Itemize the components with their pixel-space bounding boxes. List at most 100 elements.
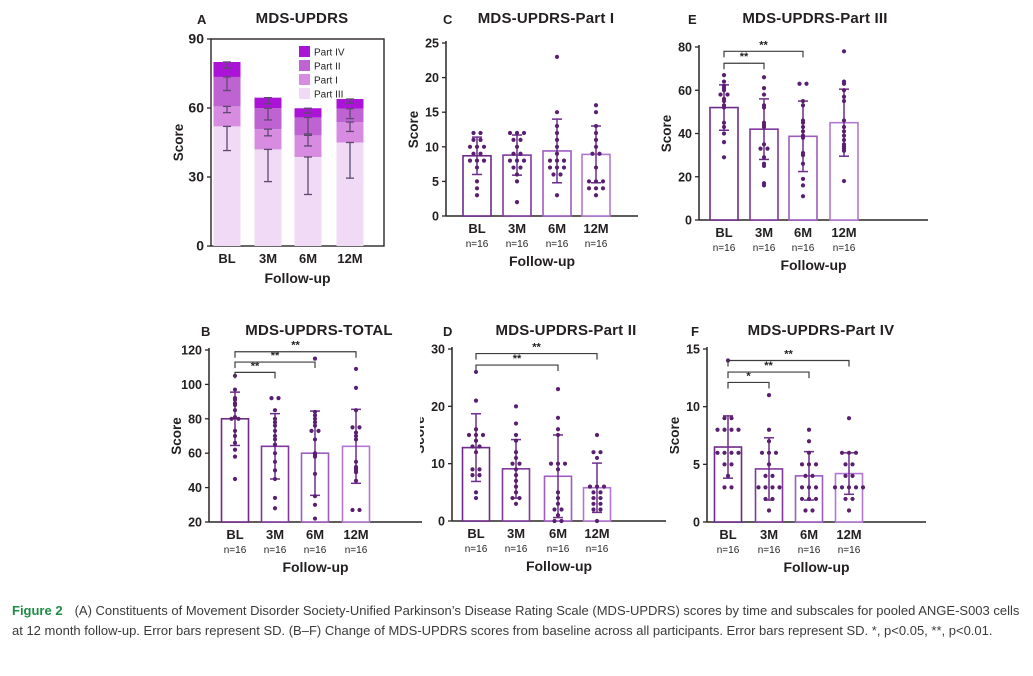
y-tick-label: 30 [431, 343, 445, 357]
scatter-point [598, 495, 603, 501]
scatter-point [474, 193, 480, 198]
scatter-point [555, 467, 561, 472]
scatter-point [513, 490, 519, 495]
significance-label: ** [784, 349, 793, 361]
n-label: n=16 [547, 544, 570, 555]
significance-label: ** [740, 51, 749, 63]
panel-d-letter: D [443, 324, 453, 339]
significance-label: ** [532, 342, 541, 354]
y-tick-label: 120 [181, 344, 202, 358]
scatter-point [473, 398, 479, 403]
scatter-point [353, 385, 359, 390]
scatter-point [521, 158, 527, 163]
scatter-point [846, 508, 852, 513]
scatter-point [548, 461, 554, 466]
scatter-point [761, 155, 767, 160]
significance-label: ** [271, 350, 280, 362]
scatter-point [721, 155, 727, 160]
y-tick-label: 90 [188, 31, 204, 47]
scatter-point [473, 490, 479, 495]
scatter-point [813, 496, 819, 502]
n-label: n=16 [586, 544, 609, 555]
scatter-point [555, 415, 561, 420]
scatter-point [761, 75, 767, 80]
x-category-label: BL [715, 225, 732, 240]
scatter-point [471, 130, 476, 136]
scatter-point [554, 151, 560, 156]
scatter-point [715, 427, 720, 432]
scatter-point [841, 148, 847, 153]
scatter-point [478, 137, 483, 142]
scatter-point [232, 414, 238, 420]
scatter-point [555, 490, 561, 495]
scatter-point [800, 135, 806, 140]
significance-bracket [234, 361, 316, 369]
scatter-point [721, 124, 727, 130]
scatter-point [272, 495, 278, 501]
figure-caption: Figure 2 (A) Constituents of Movement Dis… [12, 601, 1024, 640]
n-label: n=16 [465, 544, 488, 555]
scatter-point [312, 356, 318, 361]
scatter-point [761, 92, 767, 97]
scatter-point [850, 473, 855, 478]
n-label: n=16 [345, 545, 368, 556]
scatter-point [312, 494, 318, 499]
x-axis-title: Follow-up [264, 270, 330, 286]
scatter-point [722, 427, 727, 432]
legend-label: Part I [314, 76, 338, 87]
x-category-label: 6M [548, 221, 566, 236]
x-axis-title: Follow-up [780, 257, 846, 273]
significance-bracket [234, 371, 276, 379]
scatter-point [593, 186, 599, 191]
scatter-point [777, 485, 782, 490]
scatter-point [721, 88, 727, 93]
scatter-point [766, 462, 772, 467]
scatter-point [718, 92, 723, 97]
scatter-point [799, 485, 805, 490]
scatter-point [272, 468, 278, 473]
panel-e-plot: 0 20 40 60 80 BL 3M 6M 12M n=16 n=16 n=16 n=16 Follow… [659, 39, 928, 273]
scatter-point [232, 440, 238, 445]
panel-c: C MDS-UPDRS-Part I 0 5 10 15 20 25 BL 3M 6M 12M n=… [405, 4, 647, 310]
scatter-point [272, 506, 278, 511]
panel-f-letter: F [691, 324, 699, 339]
scatter-point [593, 144, 599, 149]
scatter-point [763, 496, 768, 502]
scatter-point [312, 416, 318, 421]
n-label: n=16 [466, 239, 489, 250]
scatter-point [554, 193, 560, 198]
x-category-label: 3M [508, 221, 526, 236]
scatter-point [841, 118, 847, 123]
scatter-point [839, 485, 845, 490]
x-category-label: 6M [299, 251, 317, 266]
scatter-point [770, 496, 775, 502]
panel-e-title: MDS-UPDRS-Part III [742, 10, 888, 27]
scatter-point [843, 462, 848, 467]
scatter-point [554, 137, 560, 142]
scatter-point [729, 462, 734, 467]
scatter-point [591, 507, 596, 512]
scatter-point [232, 402, 238, 408]
scatter-point [232, 408, 238, 413]
scatter-point [841, 129, 847, 134]
scatter-point [470, 467, 475, 472]
scatter-point [722, 416, 727, 421]
scatter-point [591, 501, 596, 506]
scatter-point [272, 437, 278, 442]
scatter-point [473, 450, 479, 455]
y-tick-label: 0 [196, 238, 204, 254]
scatter-point [593, 130, 599, 136]
y-tick-label: 30 [188, 169, 204, 185]
x-category-label: BL [719, 527, 736, 542]
x-category-label: BL [468, 221, 485, 236]
scatter-point [832, 485, 838, 490]
scatter-point [474, 165, 480, 170]
scatter-point [353, 433, 359, 439]
scatter-point [272, 423, 278, 428]
scatter-point [800, 98, 806, 104]
x-category-label: BL [218, 251, 235, 266]
significance-bracket [475, 352, 598, 360]
scatter-point [810, 473, 815, 478]
scatter-point [513, 473, 519, 478]
x-category-label: 6M [800, 527, 818, 542]
